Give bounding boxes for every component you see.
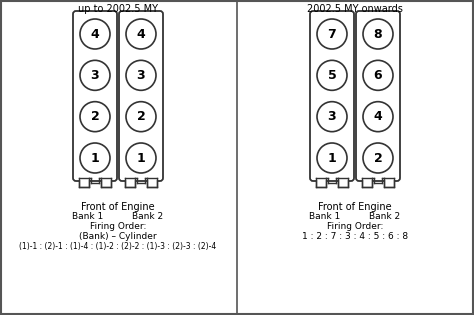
Bar xyxy=(359,176,397,180)
Circle shape xyxy=(363,143,393,173)
Text: 1: 1 xyxy=(328,152,337,164)
Circle shape xyxy=(317,143,347,173)
Bar xyxy=(147,178,157,187)
Circle shape xyxy=(363,19,393,49)
Text: Firing Order:: Firing Order: xyxy=(90,222,146,231)
Circle shape xyxy=(80,143,110,173)
Circle shape xyxy=(317,102,347,132)
Text: 3: 3 xyxy=(328,110,337,123)
Bar xyxy=(362,178,372,187)
Circle shape xyxy=(317,19,347,49)
Text: 6: 6 xyxy=(374,69,383,82)
FancyBboxPatch shape xyxy=(73,11,117,181)
Text: Bank 1          Bank 2: Bank 1 Bank 2 xyxy=(310,212,401,221)
Text: 5: 5 xyxy=(328,69,337,82)
Text: (Bank) – Cylinder: (Bank) – Cylinder xyxy=(79,232,157,241)
Circle shape xyxy=(126,60,156,90)
Text: 2002.5 MY onwards: 2002.5 MY onwards xyxy=(307,4,403,14)
Text: 4: 4 xyxy=(374,110,383,123)
Bar xyxy=(101,178,111,187)
FancyBboxPatch shape xyxy=(310,11,354,181)
Text: Bank 1          Bank 2: Bank 1 Bank 2 xyxy=(73,212,164,221)
Bar xyxy=(313,176,351,180)
Circle shape xyxy=(363,60,393,90)
Text: Front of Engine: Front of Engine xyxy=(318,202,392,212)
Text: 2: 2 xyxy=(374,152,383,164)
Text: 4: 4 xyxy=(91,27,100,41)
Text: 1: 1 xyxy=(137,152,146,164)
Text: 7: 7 xyxy=(328,27,337,41)
Text: 1: 1 xyxy=(91,152,100,164)
Text: 3: 3 xyxy=(91,69,100,82)
Bar xyxy=(316,178,326,187)
Text: 8: 8 xyxy=(374,27,383,41)
Bar xyxy=(76,176,114,180)
Circle shape xyxy=(80,102,110,132)
Circle shape xyxy=(126,102,156,132)
Circle shape xyxy=(126,143,156,173)
Bar xyxy=(384,178,394,187)
Bar xyxy=(125,178,135,187)
Circle shape xyxy=(80,19,110,49)
Bar xyxy=(122,176,160,180)
Text: Firing Order:: Firing Order: xyxy=(327,222,383,231)
Circle shape xyxy=(126,19,156,49)
Text: 3: 3 xyxy=(137,69,146,82)
FancyBboxPatch shape xyxy=(119,11,163,181)
Circle shape xyxy=(80,60,110,90)
Text: 2: 2 xyxy=(91,110,100,123)
Bar xyxy=(338,178,348,187)
Circle shape xyxy=(317,60,347,90)
Circle shape xyxy=(363,102,393,132)
Text: (1)-1 : (2)-1 : (1)-4 : (1)-2 : (2)-2 : (1)-3 : (2)-3 : (2)-4: (1)-1 : (2)-1 : (1)-4 : (1)-2 : (2)-2 : … xyxy=(19,242,217,251)
Text: 4: 4 xyxy=(137,27,146,41)
FancyBboxPatch shape xyxy=(356,11,400,181)
Text: up to 2002.5 MY: up to 2002.5 MY xyxy=(78,4,158,14)
Text: 1 : 2 : 7 : 3 : 4 : 5 : 6 : 8: 1 : 2 : 7 : 3 : 4 : 5 : 6 : 8 xyxy=(302,232,408,241)
Text: 2: 2 xyxy=(137,110,146,123)
Text: Front of Engine: Front of Engine xyxy=(81,202,155,212)
Bar xyxy=(79,178,89,187)
